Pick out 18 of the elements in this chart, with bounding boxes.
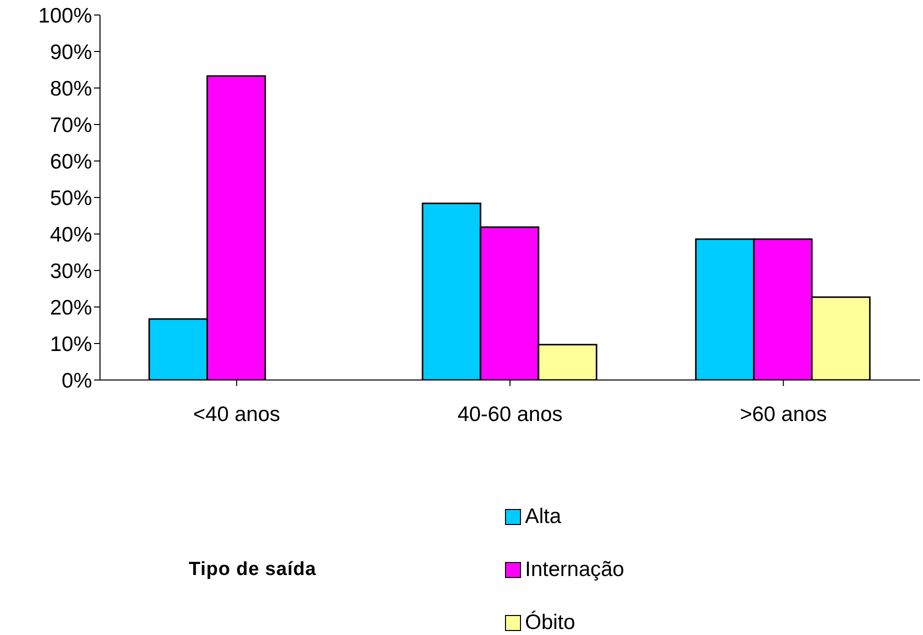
y-tick-label: 90% [50,40,92,64]
legend-label: Óbito [525,610,576,634]
x-tick-label: <40 anos [193,402,280,426]
y-tick-label: 40% [50,223,92,246]
legend-label: Alta [525,504,562,528]
legend-label: Internação [525,558,624,582]
y-tick-label: 20% [50,296,92,320]
y-tick-label: 30% [50,260,92,283]
y-tick-label: 60% [50,150,92,174]
y-tick-label: 70% [50,114,92,137]
y-tick-label: 0% [62,369,92,392]
x-tick-label: 40-60 anos [457,402,563,426]
y-tick-label: 80% [50,77,92,100]
legend-title: Tipo de saída [188,558,318,580]
y-tick-label: 100% [38,4,92,28]
x-tick-label: >60 anos [740,402,827,426]
y-tick-label: 10% [50,332,92,356]
y-tick-label: 50% [50,186,92,210]
